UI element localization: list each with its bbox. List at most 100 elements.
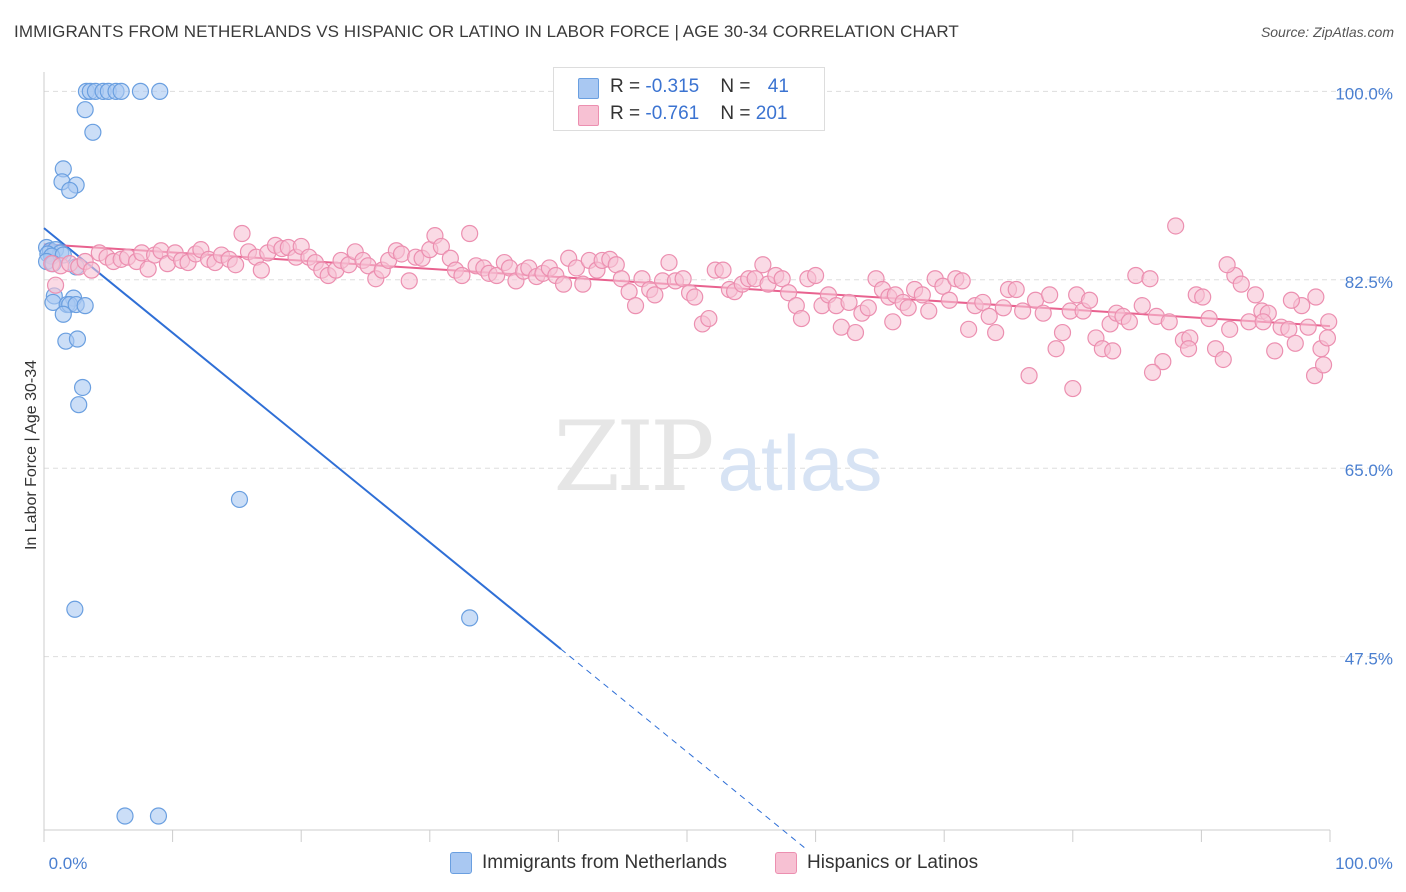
point-hispanics xyxy=(612,270,631,288)
point-hispanics xyxy=(1064,379,1082,398)
trend-line-netherlands xyxy=(43,227,562,650)
point-hispanics xyxy=(392,245,411,263)
bottom-legend-label-netherlands: Immigrants from Netherlands xyxy=(482,852,727,873)
point-hispanics xyxy=(1020,367,1038,385)
point-hispanics xyxy=(1194,288,1212,306)
point-hispanics xyxy=(792,309,811,328)
y-axis-label: In Labor Force | Age 30-34 xyxy=(23,360,40,550)
watermark-zip: ZIP xyxy=(553,401,712,513)
point-hispanics xyxy=(139,260,157,278)
watermark-atlas: atlas xyxy=(718,419,883,507)
y-tick-label: 82.5% xyxy=(1345,273,1393,292)
bottom-legend-swatch-hispanics xyxy=(775,852,797,874)
x-tick-label: 100.0% xyxy=(1335,854,1393,873)
point-hispanics xyxy=(846,323,865,342)
point-netherlands xyxy=(73,378,92,397)
point-hispanics xyxy=(400,272,418,290)
point-hispanics xyxy=(1200,309,1218,328)
trend-line-netherlands-extension xyxy=(560,648,809,851)
point-hispanics xyxy=(840,293,858,312)
point-netherlands xyxy=(230,490,249,509)
point-hispanics xyxy=(1120,313,1138,331)
point-hispanics xyxy=(1034,304,1052,322)
bottom-legend-swatch-netherlands xyxy=(450,852,472,874)
point-hispanics xyxy=(1179,340,1198,358)
point-hispanics xyxy=(1041,286,1059,304)
point-netherlands xyxy=(149,807,168,825)
point-hispanics xyxy=(554,275,573,293)
point-hispanics xyxy=(994,299,1012,317)
legend-swatch-netherlands xyxy=(578,78,599,99)
point-hispanics xyxy=(1232,275,1250,293)
legend-r-label: R = xyxy=(610,103,646,124)
correlation-legend: R = -0.315 N = 41 R = -0.761 N = 201 xyxy=(553,67,825,131)
legend-n-label: N = xyxy=(720,103,756,124)
point-hispanics xyxy=(1280,320,1298,338)
point-hispanics xyxy=(1282,291,1301,309)
legend-n-label: N = xyxy=(720,76,756,97)
watermark: ZIP atlas xyxy=(553,401,882,513)
point-hispanics xyxy=(974,293,992,312)
point-hispanics xyxy=(1314,356,1333,374)
point-netherlands xyxy=(461,609,479,627)
point-netherlands xyxy=(68,330,87,348)
data-points xyxy=(37,82,1338,825)
point-hispanics xyxy=(1104,342,1122,360)
point-hispanics xyxy=(1254,313,1272,331)
point-hispanics xyxy=(806,266,825,285)
point-hispanics xyxy=(461,224,479,243)
legend-n-value: 41 xyxy=(767,76,789,97)
point-hispanics xyxy=(252,261,270,279)
legend-r-value: -0.761 xyxy=(645,103,700,124)
point-netherlands xyxy=(151,82,169,100)
legend-row-hispanics: R = -0.761 N = 201 xyxy=(578,103,787,127)
point-hispanics xyxy=(453,266,471,285)
point-hispanics xyxy=(574,275,592,293)
point-hispanics xyxy=(940,291,958,309)
y-tick-label: 100.0% xyxy=(1335,84,1393,103)
legend-r-value: -0.315 xyxy=(645,76,700,97)
point-hispanics xyxy=(1133,297,1151,315)
point-hispanics xyxy=(82,261,101,279)
point-hispanics xyxy=(859,299,877,317)
point-hispanics xyxy=(1080,291,1099,309)
point-netherlands xyxy=(70,396,88,414)
point-hispanics xyxy=(1047,340,1065,358)
point-hispanics xyxy=(1286,334,1304,352)
point-hispanics xyxy=(754,256,772,274)
point-hispanics xyxy=(987,323,1005,342)
legend-r-label: R = xyxy=(610,76,646,97)
tick-labels: 100.0% 82.5% 65.0% 47.5% 0.0% 100.0% xyxy=(49,84,1393,873)
point-netherlands xyxy=(84,123,102,141)
source-credit: Source: ZipAtlas.com xyxy=(1260,24,1394,40)
point-hispanics xyxy=(674,270,692,288)
point-hispanics xyxy=(432,237,450,256)
point-hispanics xyxy=(1318,329,1337,347)
point-hispanics xyxy=(884,313,902,331)
point-hispanics xyxy=(899,299,917,317)
point-hispanics xyxy=(1307,288,1325,306)
point-hispanics xyxy=(1266,342,1284,360)
point-hispanics xyxy=(646,286,664,304)
point-hispanics xyxy=(953,272,971,290)
point-hispanics xyxy=(46,276,65,294)
chart-title: IMMIGRANTS FROM NETHERLANDS VS HISPANIC … xyxy=(14,22,959,41)
point-hispanics xyxy=(1218,256,1236,274)
point-hispanics xyxy=(913,286,931,304)
y-tick-label: 47.5% xyxy=(1345,650,1393,669)
point-hispanics xyxy=(1154,353,1172,371)
point-hispanics xyxy=(1014,302,1032,320)
point-hispanics xyxy=(227,256,245,274)
point-hispanics xyxy=(1143,363,1162,382)
point-hispanics xyxy=(567,259,586,277)
point-netherlands xyxy=(66,600,84,618)
point-hispanics xyxy=(1299,318,1317,336)
point-hispanics xyxy=(660,253,678,272)
legend-row-netherlands: R = -0.315 N = 41 xyxy=(578,76,789,100)
point-hispanics xyxy=(714,261,732,279)
point-hispanics xyxy=(1007,280,1025,299)
point-netherlands xyxy=(131,82,150,100)
point-netherlands xyxy=(76,101,94,119)
point-hispanics xyxy=(920,302,938,320)
point-hispanics xyxy=(1221,320,1239,338)
